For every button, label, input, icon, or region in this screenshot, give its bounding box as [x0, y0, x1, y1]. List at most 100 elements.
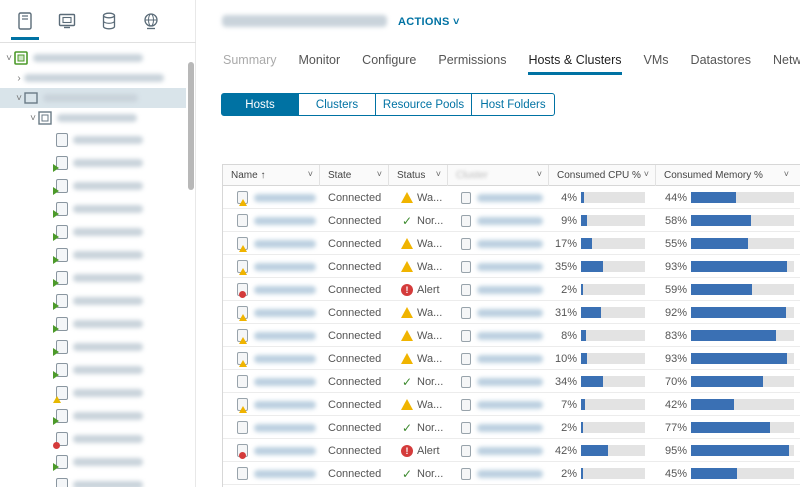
host-name-cell[interactable]: [237, 416, 316, 439]
chevron-down-icon[interactable]: ˅: [435, 169, 441, 179]
cluster-cell[interactable]: [461, 324, 543, 347]
tree-host[interactable]: [53, 176, 143, 196]
cluster-cell[interactable]: [461, 301, 543, 324]
host-name-cell[interactable]: [237, 439, 316, 462]
host-name-cell[interactable]: [237, 462, 316, 485]
table-row[interactable]: Connected ✓ Nor... 2% 45%: [223, 462, 800, 485]
redacted-host-name[interactable]: [254, 377, 316, 386]
column-header-status[interactable]: Status ˅: [389, 165, 448, 186]
redacted-cluster-name[interactable]: [477, 400, 543, 409]
redacted-cluster-name[interactable]: [477, 469, 543, 478]
tree-host[interactable]: [53, 429, 143, 449]
chevron-down-icon[interactable]: ˅: [30, 112, 36, 124]
tab-hosts-clusters[interactable]: Hosts & Clusters: [517, 45, 632, 75]
redacted-host-name[interactable]: [254, 239, 316, 248]
navigator-scrollbar[interactable]: [188, 62, 194, 190]
chevron-down-icon[interactable]: ˅: [536, 169, 542, 179]
chevron-down-icon[interactable]: ˅: [6, 52, 12, 64]
tree-host[interactable]: [53, 452, 143, 472]
tree-host[interactable]: [53, 314, 143, 334]
table-row[interactable]: Connected Wa... 7% 42%: [223, 393, 800, 416]
host-folders-button[interactable]: Host Folders: [471, 93, 555, 116]
cluster-cell[interactable]: [461, 393, 543, 416]
table-row[interactable]: Connected ! Alert 42% 95%: [223, 439, 800, 462]
tab-monitor[interactable]: Monitor: [298, 53, 341, 67]
cluster-cell[interactable]: [461, 209, 543, 232]
redacted-host-name[interactable]: [254, 308, 316, 317]
table-row[interactable]: Connected Wa... 4% 44%: [223, 186, 800, 209]
tree-host[interactable]: [53, 222, 143, 242]
cluster-cell[interactable]: [461, 439, 543, 462]
redacted-host-name[interactable]: [254, 354, 316, 363]
clusters-button[interactable]: Clusters: [298, 93, 376, 116]
tree-host[interactable]: [53, 291, 143, 311]
host-name-cell[interactable]: [237, 393, 316, 416]
table-row[interactable]: Connected ✓ Nor... 34% 70%: [223, 370, 800, 393]
tab-summary[interactable]: Summary: [223, 53, 277, 67]
redacted-cluster-name[interactable]: [477, 446, 543, 455]
tree-root[interactable]: ˅: [4, 48, 143, 68]
host-name-cell[interactable]: [237, 209, 316, 232]
column-header-cluster[interactable]: Cluster ˅: [448, 165, 549, 186]
tree-host[interactable]: [53, 199, 143, 219]
cluster-cell[interactable]: [461, 255, 543, 278]
redacted-host-name[interactable]: [254, 423, 316, 432]
tree-host[interactable]: [53, 268, 143, 288]
tree-item[interactable]: ˅: [28, 108, 137, 128]
column-header-name[interactable]: Name ↑ ˅: [223, 165, 320, 186]
chevron-down-icon[interactable]: ˅: [783, 169, 789, 179]
redacted-cluster-name[interactable]: [477, 377, 543, 386]
cluster-cell[interactable]: [461, 347, 543, 370]
redacted-host-name[interactable]: [254, 400, 316, 409]
host-name-cell[interactable]: [237, 232, 316, 255]
resource-pools-button[interactable]: Resource Pools: [375, 93, 472, 116]
redacted-cluster-name[interactable]: [477, 423, 543, 432]
table-row[interactable]: Connected ✓ Nor... 2% 77%: [223, 416, 800, 439]
host-name-cell[interactable]: [237, 347, 316, 370]
tab-permissions[interactable]: Permissions: [438, 53, 507, 67]
hosts-clusters-tab[interactable]: [4, 0, 46, 42]
redacted-cluster-name[interactable]: [477, 193, 543, 202]
column-header-memory[interactable]: Consumed Memory % ˅: [664, 169, 789, 181]
redacted-host-name[interactable]: [254, 331, 316, 340]
tree-host[interactable]: [53, 406, 143, 426]
cluster-cell[interactable]: [461, 370, 543, 393]
redacted-host-name[interactable]: [254, 193, 316, 202]
cluster-cell[interactable]: [461, 416, 543, 439]
hosts-button[interactable]: Hosts: [221, 93, 299, 116]
chevron-down-icon[interactable]: ˅: [307, 169, 313, 179]
storage-tab[interactable]: [88, 0, 130, 42]
table-row[interactable]: Connected Wa... 31% 92%: [223, 301, 800, 324]
chevron-right-icon[interactable]: ›: [17, 72, 21, 84]
table-row[interactable]: Connected Wa... 8% 83%: [223, 324, 800, 347]
tree-item[interactable]: ›: [14, 68, 164, 88]
table-row[interactable]: Connected Wa... 10% 93%: [223, 347, 800, 370]
host-name-cell[interactable]: [237, 186, 316, 209]
tab-vms[interactable]: VMs: [643, 53, 669, 67]
vms-templates-tab[interactable]: [46, 0, 88, 42]
redacted-cluster-name[interactable]: [477, 354, 543, 363]
tab-configure[interactable]: Configure: [362, 53, 417, 67]
redacted-host-name[interactable]: [254, 262, 316, 271]
tab-datastores[interactable]: Datastores: [690, 53, 751, 67]
host-name-cell[interactable]: [237, 278, 316, 301]
host-name-cell[interactable]: [237, 255, 316, 278]
tab-networks[interactable]: Networks: [773, 53, 800, 67]
table-row[interactable]: Connected ! Alert 2% 59%: [223, 278, 800, 301]
cluster-cell[interactable]: [461, 278, 543, 301]
column-header-cpu[interactable]: Consumed CPU % ˅: [549, 165, 656, 186]
cluster-cell[interactable]: [461, 462, 543, 485]
network-tab[interactable]: [130, 0, 172, 42]
redacted-host-name[interactable]: [254, 216, 316, 225]
chevron-down-icon[interactable]: ˅: [16, 92, 22, 104]
cluster-cell[interactable]: [461, 186, 543, 209]
redacted-cluster-name[interactable]: [477, 216, 543, 225]
tree-host[interactable]: [53, 245, 143, 265]
host-name-cell[interactable]: [237, 301, 316, 324]
host-name-cell[interactable]: [237, 370, 316, 393]
cluster-cell[interactable]: [461, 232, 543, 255]
column-header-state[interactable]: State ˅: [320, 165, 389, 186]
tree-host[interactable]: [53, 360, 143, 380]
tree-host[interactable]: [53, 383, 143, 403]
redacted-cluster-name[interactable]: [477, 285, 543, 294]
